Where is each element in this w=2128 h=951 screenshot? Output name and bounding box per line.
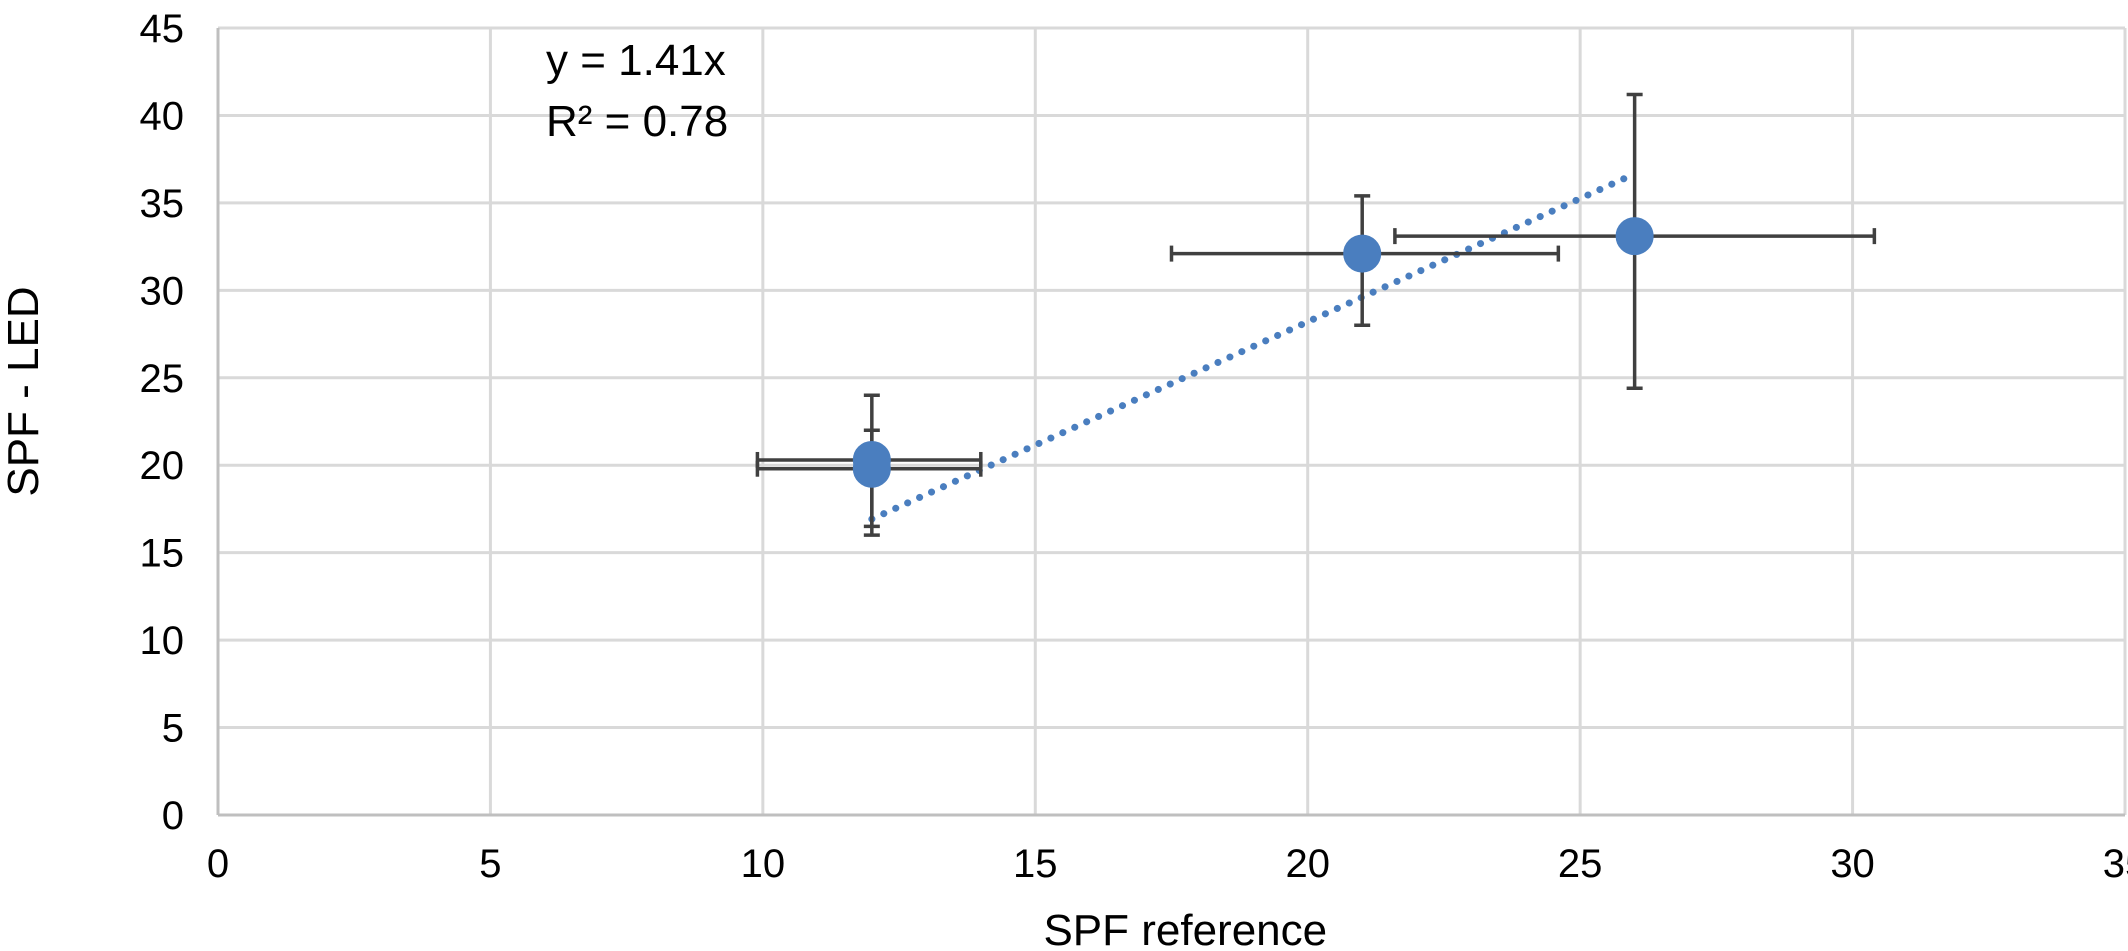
x-tick-label: 30 <box>1830 842 1875 886</box>
y-tick-label: 15 <box>140 532 185 576</box>
y-tick-label: 40 <box>140 94 185 138</box>
x-tick-label: 35 <box>2103 842 2128 886</box>
grid <box>218 26 2127 815</box>
y-axis-title: SPF - LED <box>0 286 48 496</box>
x-tick-label: 20 <box>1285 842 1330 886</box>
y-tick-label: 5 <box>162 707 184 751</box>
data-points <box>852 217 1654 488</box>
y-tick-label: 45 <box>140 7 185 51</box>
y-tick-label: 35 <box>140 182 185 226</box>
data-point <box>852 449 891 488</box>
tick-labels: 0 5 10 15 20 25 30 35 40 45 0 5 10 15 20 25 30 35 <box>140 7 2128 886</box>
trendline <box>868 170 1639 523</box>
y-tick-label: 10 <box>140 619 185 663</box>
r-squared-label: R² = 0.78 <box>546 97 728 146</box>
trendline-group <box>868 170 1639 523</box>
y-tick-label: 20 <box>140 444 185 488</box>
x-axis-title: SPF reference <box>1043 906 1327 951</box>
y-tick-label: 25 <box>140 357 185 401</box>
x-tick-label: 5 <box>479 842 501 886</box>
x-tick-label: 15 <box>1013 842 1058 886</box>
x-tick-label: 25 <box>1558 842 1603 886</box>
y-tick-label: 0 <box>162 794 184 838</box>
error-bars <box>755 92 1877 537</box>
axes <box>216 28 2125 817</box>
x-tick-label: 0 <box>207 842 229 886</box>
data-point <box>1615 217 1654 256</box>
data-point <box>1343 234 1382 273</box>
y-tick-label: 30 <box>140 269 185 313</box>
x-tick-label: 10 <box>741 842 786 886</box>
trendline-equation: y = 1.41x <box>546 36 726 85</box>
